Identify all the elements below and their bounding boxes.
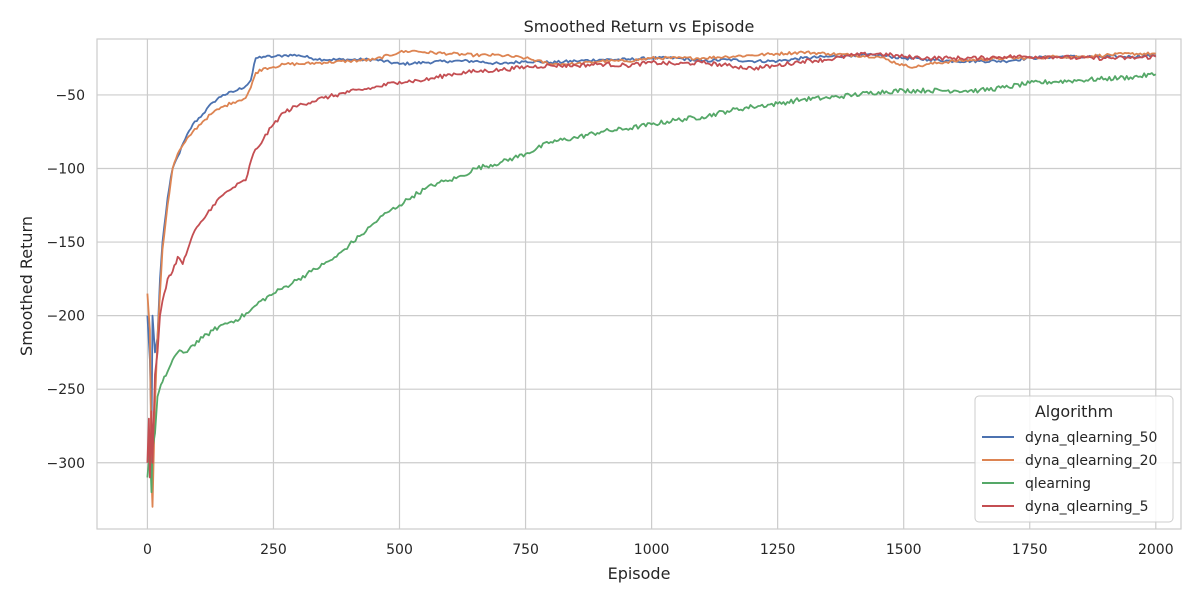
y-tick-label: −200: [47, 309, 85, 325]
chart-title: Smoothed Return vs Episode: [524, 17, 755, 36]
y-axis-title: Smoothed Return: [17, 216, 36, 356]
x-axis-title: Episode: [608, 564, 671, 583]
legend-box: [974, 395, 1174, 523]
x-tick-label: 1750: [1012, 542, 1048, 558]
legend-label-qlearning: qlearning: [1025, 476, 1091, 492]
y-tick-label: −250: [47, 382, 85, 398]
y-tick-label: −100: [47, 161, 85, 177]
y-tick-label: −50: [55, 88, 85, 104]
x-tick-label: 1000: [634, 542, 670, 558]
x-tick-label: 1250: [760, 542, 796, 558]
x-tick-label: 750: [512, 542, 539, 558]
series-line-qlearning: [146, 72, 1157, 494]
series-lines: [146, 49, 1157, 508]
plot-frame: [96, 38, 1182, 530]
y-tick-label: −300: [47, 456, 85, 472]
legend-title: Algorithm: [1035, 402, 1113, 421]
x-tick-label: 1500: [886, 542, 922, 558]
x-tick-label: 250: [260, 542, 287, 558]
x-tick-label: 2000: [1138, 542, 1174, 558]
legend-items: dyna_qlearning_50 dyna_qlearning_20qlearn…: [982, 430, 1157, 515]
series-line-dyna-qlearning-5: [146, 51, 1157, 479]
legend-label-dyna-qlearning-5: dyna_qlearning_5: [1025, 499, 1149, 515]
grid: [97, 39, 1181, 529]
legend-label-dyna-qlearning-50: dyna_qlearning_50: [1025, 430, 1157, 446]
x-tick-label: 0: [143, 542, 152, 558]
x-tick-label: 500: [386, 542, 413, 558]
series-line-dyna-qlearning-50: [146, 52, 1157, 435]
legend-label-dyna-qlearning-20: dyna_qlearning_20: [1025, 453, 1157, 469]
tick-labels: 0 250 500 750 1000 1250 1500 1750 2000 −50 −100 −15…: [47, 88, 1174, 558]
legend: Algorithm dyna_qlearning_50dyna_qlearnin…: [974, 395, 1174, 523]
y-tick-label: −150: [47, 235, 85, 251]
